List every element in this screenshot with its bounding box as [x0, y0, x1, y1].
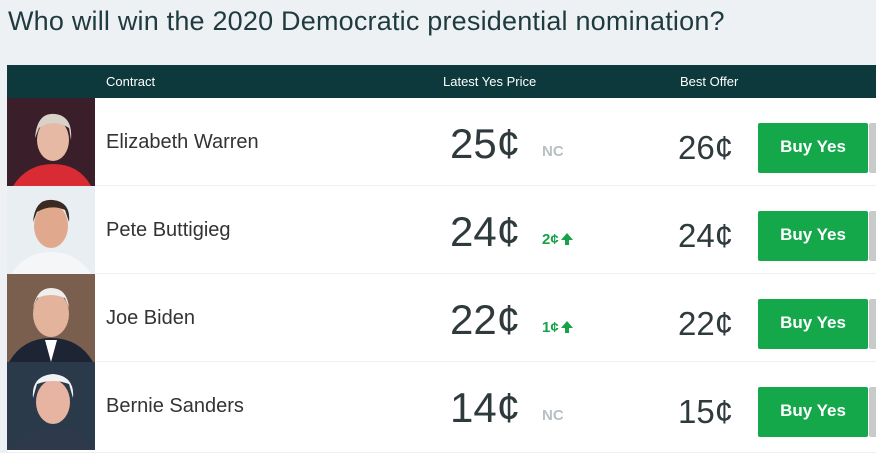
buy-yes-button[interactable]: Buy Yes [758, 211, 868, 261]
buy-yes-button[interactable]: Buy Yes [758, 387, 868, 437]
contract-name: Elizabeth Warren [106, 131, 259, 153]
photo [7, 274, 95, 362]
best-offer: 22¢ [678, 305, 734, 342]
buy-no-button[interactable] [869, 123, 876, 173]
contract-row[interactable]: Bernie Sanders 14¢ NC 15¢ Buy Yes [7, 362, 876, 453]
yes-price: 22¢ [450, 296, 521, 343]
column-header: Latest Yes Price [443, 74, 537, 89]
contract-name: Pete Buttigieg [106, 219, 231, 241]
buy-no-button[interactable] [869, 211, 876, 261]
buy-no-button[interactable] [869, 387, 876, 437]
up-arrow [560, 233, 573, 245]
contract-name: Joe Biden [106, 307, 195, 329]
price-change: 2¢ [542, 231, 573, 248]
change-text: 2¢ [542, 231, 559, 248]
column-header: Contract [106, 74, 156, 89]
contract-row[interactable]: Pete Buttigieg 24¢ 2¢ 24¢ Buy Yes [7, 186, 876, 274]
table-header: Contract Latest Yes Price Best Offer [7, 65, 876, 98]
photo [7, 98, 95, 186]
buy-no-button[interactable] [869, 299, 876, 349]
change-text: 1¢ [542, 319, 559, 336]
price-change: 1¢ [542, 319, 573, 336]
contract-row[interactable]: Elizabeth Warren 25¢ NC 26¢ Buy Yes [7, 98, 876, 186]
yes-price: 25¢ [450, 120, 521, 167]
change-text: NC [542, 407, 564, 424]
photo [7, 362, 95, 450]
yes-price: 14¢ [450, 384, 521, 431]
up-arrow [560, 321, 573, 333]
change-text: NC [542, 143, 564, 160]
page-title: Who will win the 2020 Democratic preside… [8, 6, 725, 36]
column-header: Best Offer [680, 74, 739, 89]
best-offer: 26¢ [678, 129, 734, 166]
contract-name: Bernie Sanders [106, 395, 244, 417]
buy-yes-button[interactable]: Buy Yes [758, 123, 868, 173]
buy-yes-button[interactable]: Buy Yes [758, 299, 868, 349]
price-change: NC [542, 143, 564, 160]
photo [7, 186, 95, 274]
contract-row[interactable]: Joe Biden 22¢ 1¢ 22¢ Buy Yes [7, 274, 876, 362]
best-offer: 15¢ [678, 393, 734, 430]
best-offer: 24¢ [678, 217, 734, 254]
yes-price: 24¢ [450, 208, 521, 255]
price-change: NC [542, 407, 564, 424]
